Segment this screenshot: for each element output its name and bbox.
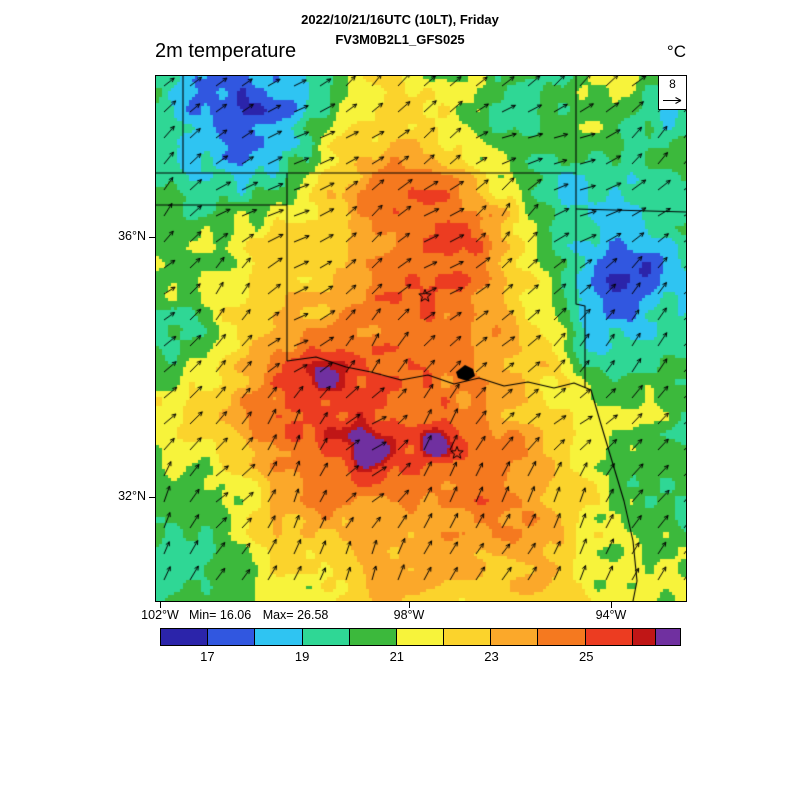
temperature-map-canvas (156, 76, 686, 601)
lat-tick-mark (149, 237, 155, 238)
plot-header: 2022/10/21/16UTC (10LT), Friday FV3M0B2L… (0, 10, 800, 49)
lat-tick-label: 32°N (118, 489, 146, 503)
colorbar-segment (255, 629, 303, 645)
colorbar-tick-label: 23 (484, 649, 499, 664)
colorbar-segment (302, 629, 350, 645)
colorbar-segment (585, 629, 633, 645)
minmax-stats: Min= 16.06 Max= 26.58 (189, 608, 336, 622)
reference-vector-box: 8 (658, 75, 687, 110)
colorbar-segment (656, 629, 680, 645)
colorbar-tick-label: 21 (389, 649, 405, 664)
lon-tick-mark (611, 602, 612, 608)
lon-tick-label: 98°W (393, 608, 425, 622)
lon-tick-label: 94°W (595, 608, 627, 622)
model-name-label: FV3M0B2L1_GFS025 (335, 31, 465, 47)
lon-tick-label: 102°W (141, 608, 179, 622)
lon-tick-mark (160, 602, 161, 608)
colorbar-segment (491, 629, 539, 645)
colorbar-tick-labels: 17 19 21 23 25 (160, 649, 681, 665)
colorbar-segment (396, 629, 445, 645)
reference-vector-value: 8 (669, 77, 676, 91)
colorbar-tick-label: 25 (579, 649, 594, 664)
colorbar-segment (444, 629, 492, 645)
map-frame: 8 (155, 75, 687, 602)
plot-title: 2m temperature (155, 40, 297, 62)
colorbar-tick-label: 17 (200, 649, 215, 664)
colorbar-segment (208, 629, 256, 645)
colorbar (160, 628, 681, 646)
valid-time-label: 2022/10/21/16UTC (10LT), Friday (301, 12, 499, 27)
reference-vector-arrow-icon (662, 97, 681, 104)
lat-tick-label: 36°N (118, 229, 146, 243)
colorbar-segment (161, 629, 209, 645)
units-label: °C (666, 42, 686, 61)
colorbar-tick-label: 19 (294, 649, 310, 664)
colorbar-segment (349, 629, 397, 645)
min-value-label: Min= 16.06 (189, 608, 252, 622)
lon-tick-mark (409, 602, 410, 608)
colorbar-segment (538, 629, 586, 645)
colorbar-segment (632, 629, 657, 645)
lat-tick-mark (149, 497, 155, 498)
max-value-label: Max= 26.58 (262, 608, 329, 622)
